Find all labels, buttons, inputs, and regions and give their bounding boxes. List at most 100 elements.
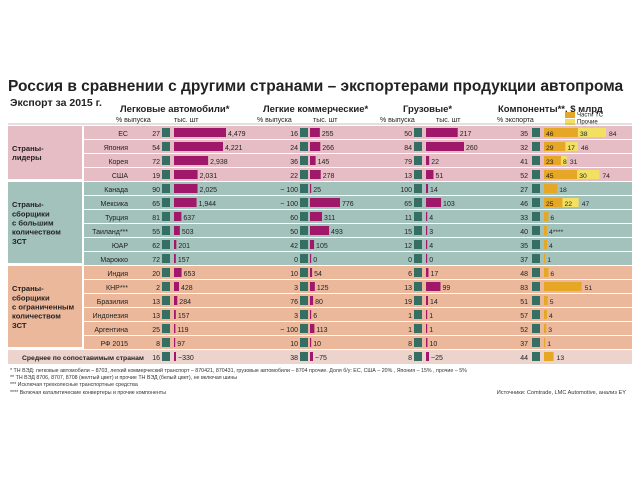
components-parts-label: 6: [550, 271, 554, 278]
lcv-pct-marker: [300, 170, 308, 179]
cars-pct-value: 20: [152, 271, 160, 278]
cars-bar: [174, 128, 226, 137]
lcv-bar: [310, 282, 315, 291]
cars-pct-marker: [162, 142, 170, 151]
components-parts-bar: [544, 254, 546, 263]
components-parts-label: 23: [546, 159, 554, 166]
lcv-pct-marker: [300, 324, 308, 333]
trucks-pct-value: 12: [404, 243, 412, 250]
lcv-bar: [310, 142, 321, 151]
table-row: [84, 294, 632, 307]
components-other-bar: [562, 198, 579, 207]
country-name: РФ 2015: [101, 341, 129, 348]
country-name: ЕС: [118, 131, 128, 138]
cars-bar: [174, 254, 176, 263]
components-parts-label: 1: [547, 341, 551, 348]
group-label-line: Страны-: [12, 200, 44, 209]
components-parts-bar: [544, 310, 547, 319]
trucks-pct-marker: [414, 282, 422, 291]
trucks-pct-value: 19: [404, 299, 412, 306]
trucks-pct-value: 65: [404, 201, 412, 208]
cars-bar: [174, 296, 178, 305]
lcv-th-value: 25: [313, 187, 321, 194]
export-pct-marker: [532, 156, 540, 165]
components-parts-bar: [544, 142, 566, 151]
legend-other-label: Прочие: [577, 119, 598, 126]
components-total-label: 46: [581, 145, 589, 152]
lcv-pct-value: ~ 100: [280, 187, 298, 194]
trucks-pct-marker: [414, 226, 422, 235]
table-row: [84, 210, 632, 223]
header-cars: Легковые автомобили*: [120, 104, 230, 115]
trucks-pct-value: 15: [404, 229, 412, 236]
components-parts-bar: [544, 338, 546, 347]
components-parts-label: 46: [546, 131, 554, 138]
cars-bar: [174, 184, 198, 193]
trucks-bar: [426, 184, 429, 193]
lcv-bar: [310, 324, 315, 333]
components-parts-bar: [544, 324, 547, 333]
cars-th-value: 4,479: [228, 131, 246, 138]
components-parts-bar: [544, 268, 549, 277]
lcv-pct-value: 10: [290, 271, 298, 278]
table-row: [84, 238, 632, 251]
cars-th-value: 428: [181, 285, 193, 292]
cars-th-value: 503: [182, 229, 194, 236]
trucks-bar: [426, 226, 428, 235]
trucks-th-value: 1: [429, 313, 433, 320]
export-pct-marker: [532, 212, 540, 221]
trucks-th-value: 17: [430, 271, 438, 278]
avg-lcv-pct-marker: [300, 352, 308, 361]
subheader-lcv-th: тыс. шт: [313, 117, 338, 124]
trucks-pct-marker: [414, 198, 422, 207]
export-pct-marker: [532, 338, 540, 347]
cars-pct-value: 55: [152, 229, 160, 236]
export-pct-marker: [532, 310, 540, 319]
trucks-pct-marker: [414, 338, 422, 347]
cars-bar: [174, 310, 176, 319]
components-parts-label: 1: [547, 257, 551, 264]
trucks-pct-marker: [414, 240, 422, 249]
group-label-line: сборщики: [12, 293, 50, 302]
cars-th-value: 4,221: [225, 145, 243, 152]
cars-pct-value: 19: [152, 173, 160, 180]
components-parts-bar: [544, 198, 563, 207]
components-other-bar: [577, 128, 606, 137]
table-row: [84, 182, 632, 195]
lcv-pct-value: 76: [290, 299, 298, 306]
group-label-box: [8, 182, 82, 263]
cars-pct-marker: [162, 254, 170, 263]
lcv-pct-marker: [300, 198, 308, 207]
cars-pct-marker: [162, 212, 170, 221]
avg-cars-bar: [174, 352, 176, 361]
components-other-bar: [577, 170, 600, 179]
trucks-bar: [426, 240, 428, 249]
country-name: Аргентина: [94, 327, 128, 334]
cars-bar: [174, 170, 198, 179]
lcv-bar: [310, 240, 315, 249]
components-parts-bar: [544, 184, 558, 193]
avg-trucks-pct: 8: [408, 355, 412, 362]
components-other-label: 22: [564, 201, 572, 208]
lcv-pct-value: ~ 100: [280, 201, 298, 208]
lcv-pct-value: 36: [290, 159, 298, 166]
trucks-bar: [426, 198, 442, 207]
export-pct-marker: [532, 128, 540, 137]
group-label-line: Страны-: [12, 284, 44, 293]
cars-pct-value: 72: [152, 257, 160, 264]
cars-th-value: 1,944: [199, 201, 217, 208]
lcv-pct-value: 0: [294, 257, 298, 264]
lcv-pct-marker: [300, 226, 308, 235]
lcv-pct-marker: [300, 268, 308, 277]
lcv-bar: [310, 268, 313, 277]
lcv-pct-marker: [300, 184, 308, 193]
trucks-bar: [426, 156, 430, 165]
components-parts-label: 29: [546, 145, 554, 152]
export-pct-value: 52: [520, 327, 528, 334]
trucks-th-value: 10: [429, 341, 437, 348]
legend-parts-label: Части ТС: [577, 112, 604, 119]
trucks-bar: [426, 254, 428, 263]
lcv-pct-value: ~ 100: [280, 327, 298, 334]
export-pct-value: 37: [520, 341, 528, 348]
cars-pct-marker: [162, 226, 170, 235]
